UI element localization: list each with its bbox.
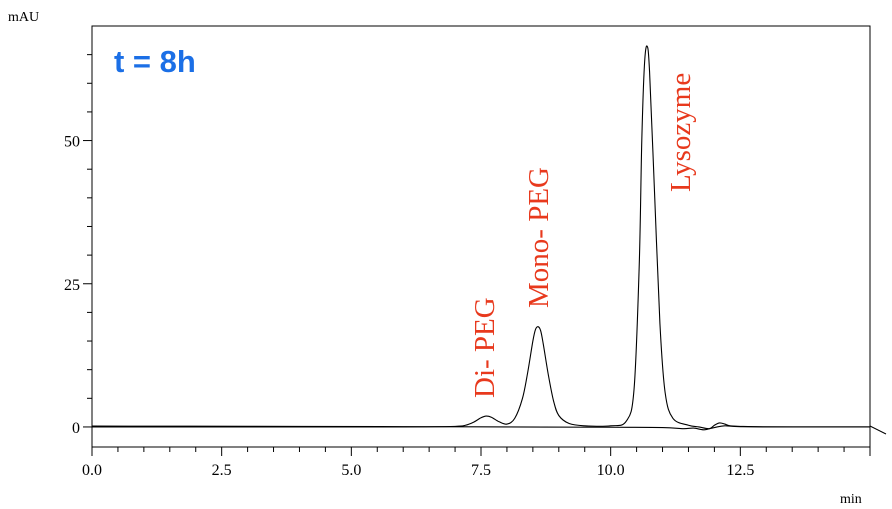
peak-label-di-peg: Di- PEG (469, 297, 501, 398)
y-axis-unit-label: mAU (8, 10, 39, 25)
x-tick-label: 10.0 (597, 462, 625, 479)
trailing-axis-stub (869, 425, 887, 435)
time-annotation: t = 8h (114, 44, 196, 79)
x-tick-label: 7.5 (471, 462, 491, 479)
x-axis-ticks: 0.0 2.5 5.0 7.5 10.0 12.5 (82, 447, 871, 479)
x-tick-label: 12.5 (726, 462, 754, 479)
x-tick-label: 0.0 (82, 462, 102, 479)
y-tick-label: 25 (64, 277, 80, 294)
x-tick-label: 5.0 (341, 462, 361, 479)
peak-label-mono-peg: Mono- PEG (523, 167, 555, 308)
x-axis-unit-label: min (840, 492, 862, 507)
chromatogram-traces (91, 45, 871, 431)
y-tick-label: 50 (64, 134, 80, 151)
peak-label-lysozyme: Lysozyme (665, 73, 697, 192)
y-axis-ticks: 0 25 50 (64, 54, 92, 437)
series-trace-1 (91, 425, 871, 431)
x-tick-label: 2.5 (212, 462, 232, 479)
y-tick-label: 0 (72, 420, 80, 437)
